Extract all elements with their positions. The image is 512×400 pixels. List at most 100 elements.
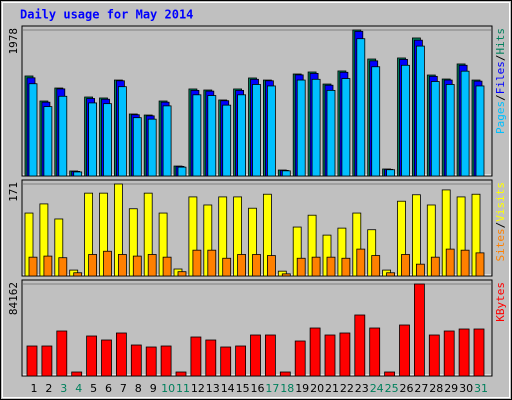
x-tick-label: 15: [236, 382, 250, 395]
bar: [177, 166, 187, 177]
bar: [222, 104, 232, 177]
bar: [324, 334, 336, 377]
legend-separator: /: [494, 94, 507, 101]
bar: [237, 94, 247, 177]
bar: [281, 273, 291, 277]
legend-entry: Sites: [494, 228, 507, 261]
bar: [207, 249, 217, 277]
bar: [220, 346, 232, 377]
x-tick-label: 17: [265, 382, 279, 395]
x-tick-label: 23: [355, 382, 369, 395]
bar: [264, 334, 276, 377]
x-tick-label: 30: [459, 382, 473, 395]
bar: [177, 271, 187, 277]
bar: [326, 89, 336, 177]
legend-entry: Files: [494, 61, 507, 94]
bar: [384, 371, 396, 377]
x-tick-label: 31: [474, 382, 488, 395]
bar: [207, 95, 217, 177]
x-tick-label: 16: [251, 382, 265, 395]
bar: [162, 105, 172, 177]
bar: [296, 257, 306, 277]
x-tick-label: 13: [206, 382, 220, 395]
bar: [58, 257, 68, 277]
bar: [28, 256, 38, 277]
bar: [118, 86, 127, 177]
bar: [118, 254, 127, 277]
bar: [399, 324, 410, 377]
x-tick-label: 9: [150, 382, 157, 395]
bar: [266, 85, 276, 177]
bar: [41, 345, 53, 377]
y-tick-label: 171: [7, 182, 20, 202]
bar: [296, 79, 306, 177]
bar: [341, 257, 351, 277]
bar: [430, 256, 440, 277]
bar: [43, 255, 53, 277]
bar: [88, 254, 97, 277]
bar: [222, 257, 232, 277]
x-tick-label: 19: [295, 382, 309, 395]
x-tick-label: 27: [414, 382, 428, 395]
bar: [28, 83, 38, 177]
bar: [86, 335, 97, 377]
bar: [73, 272, 83, 277]
bar: [294, 340, 306, 377]
bar: [192, 249, 202, 277]
bar: [445, 248, 455, 277]
bar: [428, 334, 440, 377]
bar: [237, 254, 247, 277]
bar: [190, 336, 202, 377]
legend: KBytes: [494, 282, 507, 322]
x-tick-label: 7: [120, 382, 127, 395]
bar: [160, 345, 172, 377]
bar: [101, 339, 112, 377]
x-tick-label: 8: [135, 382, 142, 395]
legend-entry: Visits: [494, 182, 507, 222]
x-tick-label: 21: [325, 382, 339, 395]
bar: [401, 254, 410, 277]
bar: [445, 84, 455, 177]
bar: [475, 252, 485, 277]
bar: [356, 248, 366, 277]
bar: [475, 85, 485, 177]
legend-separator: /: [494, 55, 507, 62]
x-tick-label: 10: [161, 382, 175, 395]
bar: [460, 249, 470, 277]
bar: [311, 256, 321, 277]
bar: [132, 255, 142, 277]
bar: [147, 254, 157, 277]
bar: [458, 328, 470, 377]
x-tick-label: 29: [444, 382, 458, 395]
bar: [279, 371, 291, 377]
legend: Pages/Files/Hits: [494, 28, 507, 134]
bar: [147, 118, 157, 177]
bar: [371, 255, 381, 277]
bar: [401, 64, 410, 177]
y-tick-label: 84162: [7, 282, 20, 315]
bar: [371, 66, 381, 177]
bar: [116, 332, 127, 377]
x-tick-label: 6: [105, 382, 112, 395]
x-tick-label: 12: [191, 382, 205, 395]
legend-separator: /: [494, 222, 507, 229]
x-tick-label: 11: [176, 382, 190, 395]
x-tick-label: 18: [280, 382, 294, 395]
x-tick-label: 26: [400, 382, 414, 395]
bar: [443, 330, 455, 377]
x-tick-label: 25: [385, 382, 399, 395]
bar: [266, 255, 276, 277]
bar: [356, 38, 366, 177]
x-tick-label: 5: [90, 382, 97, 395]
bar: [250, 334, 261, 377]
bar: [56, 330, 68, 377]
bar: [88, 102, 97, 177]
bar: [354, 314, 366, 377]
bar: [132, 117, 142, 177]
legend-entry: Hits: [494, 28, 507, 55]
chart-title: Daily usage for May 2014: [20, 8, 193, 22]
bar: [369, 327, 381, 377]
bar: [473, 328, 485, 377]
